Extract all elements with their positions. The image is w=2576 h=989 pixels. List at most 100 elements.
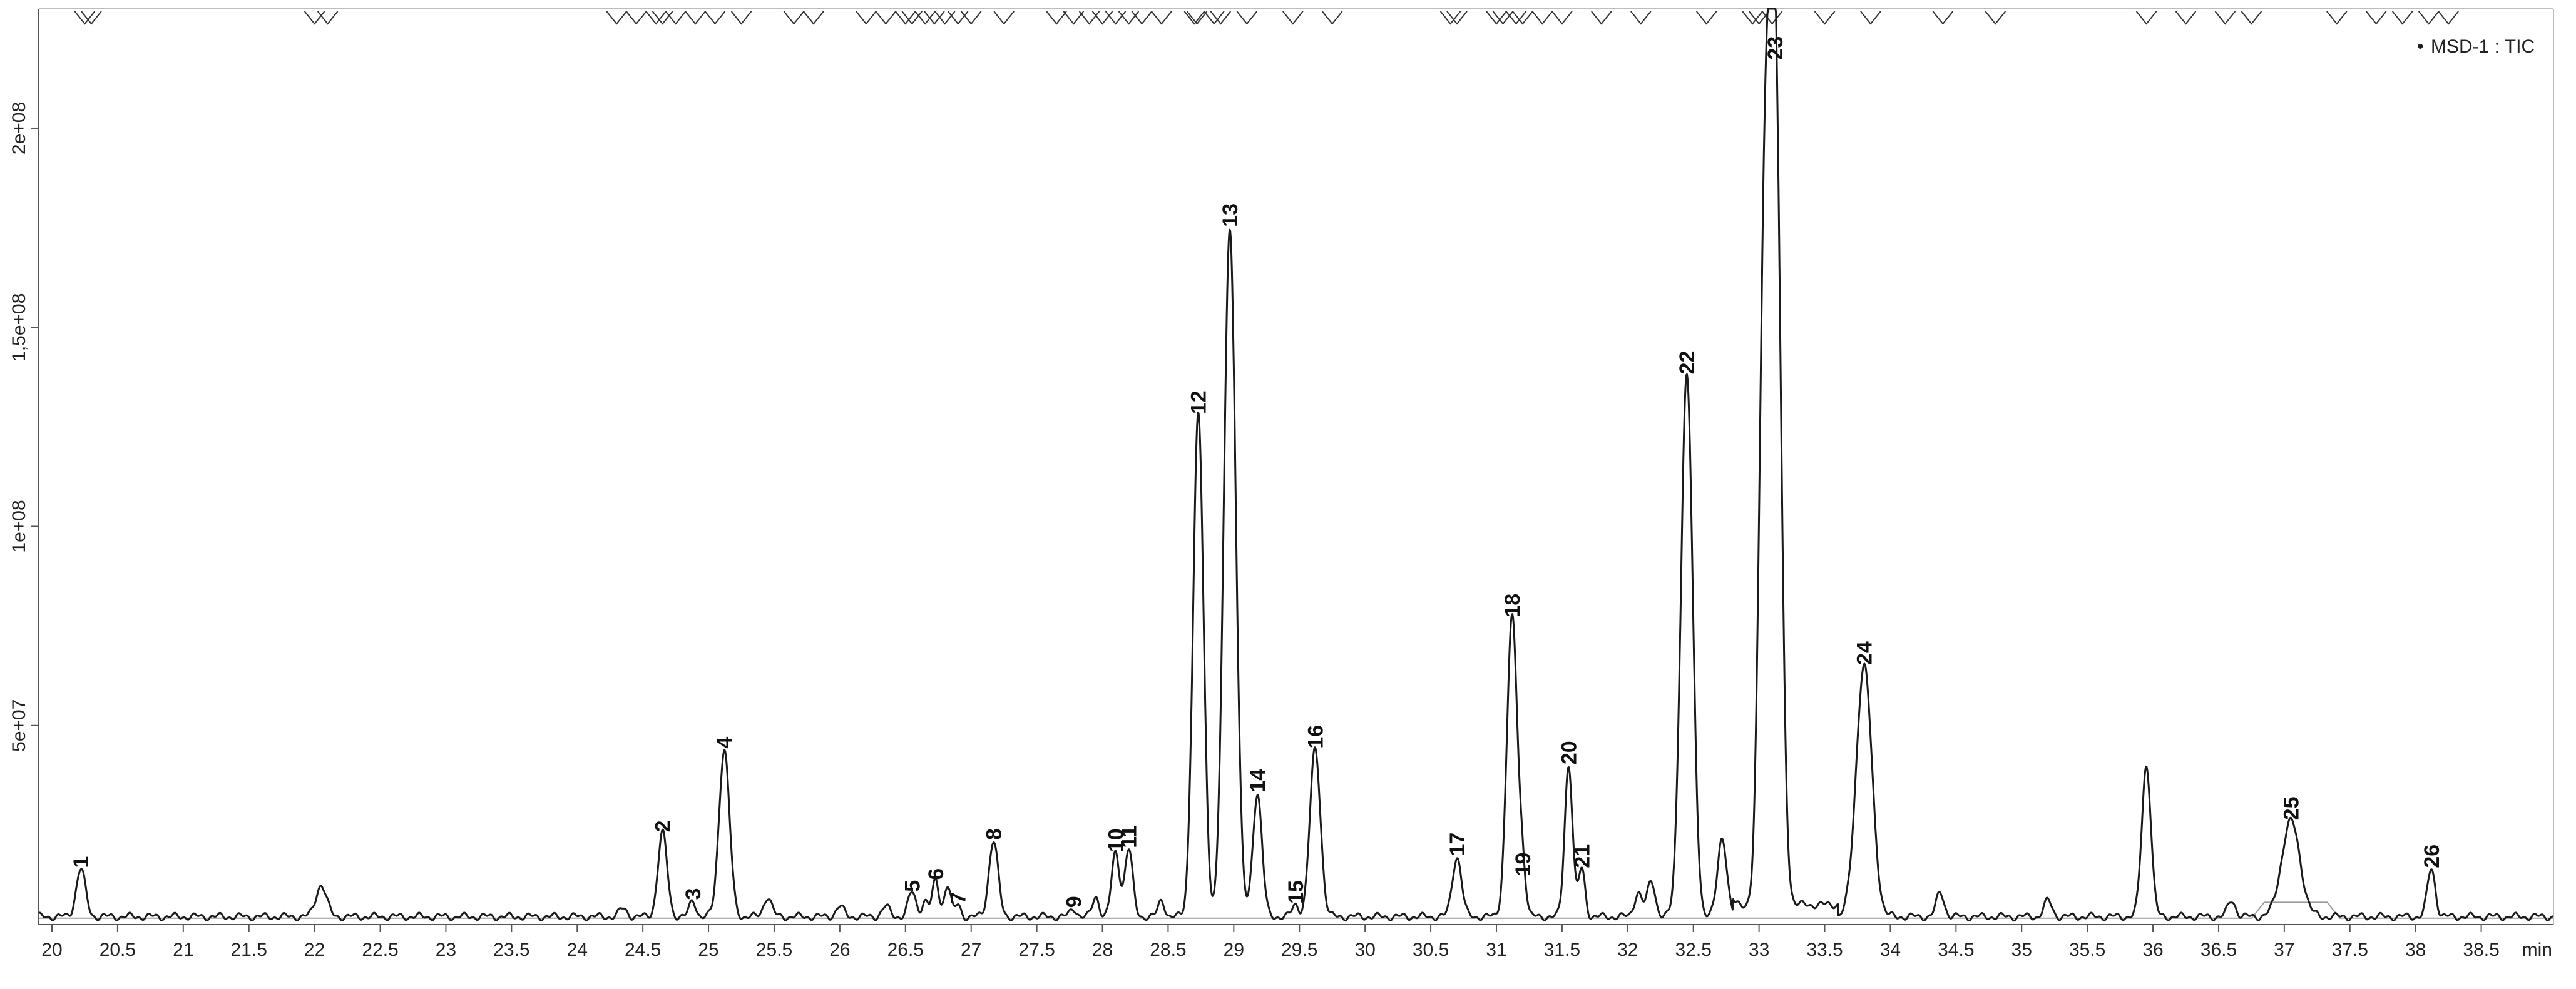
peak-label: 25 [2279, 796, 2303, 820]
event-marker [856, 11, 877, 25]
event-marker [914, 11, 936, 25]
event-marker [1531, 11, 1553, 25]
event-marker [1695, 11, 1717, 25]
event-marker [960, 11, 982, 25]
x-axis: 20 20.5 21 21.5 22 22.5 23 23.5 24 24.5 25 25.5 26 26… [39, 8, 2554, 960]
x-tick-label: 38 [2405, 940, 2426, 960]
event-marker [1985, 11, 2006, 25]
x-tick-label: 28.5 [1150, 940, 1186, 960]
peak-label: 7 [947, 892, 971, 904]
peak-label: 10 [1105, 828, 1128, 852]
x-tick-label: 27 [961, 940, 981, 960]
event-marker [74, 11, 96, 25]
peak-label: 4 [713, 737, 737, 749]
event-marker [704, 11, 726, 25]
peak-label: 9 [1062, 896, 1086, 908]
legend-marker: • [2417, 36, 2424, 57]
event-marker [1151, 11, 1172, 25]
peak-label: 5 [901, 880, 924, 892]
event-marker [1505, 11, 1527, 25]
event-marker [2438, 11, 2459, 25]
y-tick-label: 1e+08 [9, 500, 29, 552]
event-marker [2135, 11, 2157, 25]
x-tick-label: 33 [1749, 940, 1769, 960]
peak-label: 21 [1570, 844, 1594, 868]
event-marker [606, 11, 627, 25]
event-marker [1131, 11, 1153, 25]
event-marker [1761, 11, 1783, 25]
event-marker [685, 11, 706, 25]
peak-label: 14 [1246, 769, 1270, 793]
x-tick-label: 26.5 [887, 940, 924, 960]
x-tick-label: 37.5 [2332, 940, 2368, 960]
x-tick-label: 20 [41, 940, 62, 960]
y-tick-label: 1,5e+08 [9, 293, 29, 362]
x-tick-label: 26 [829, 940, 850, 960]
x-tick-label: 35.5 [2069, 940, 2105, 960]
x-tick-label: 29.5 [1281, 940, 1317, 960]
event-markers [74, 11, 2459, 25]
event-marker [1439, 11, 1461, 25]
event-marker [2418, 11, 2440, 25]
peak-label: 2 [652, 820, 675, 832]
y-tick-label: 2e+08 [9, 102, 29, 155]
x-tick-label: 30.5 [1413, 940, 1449, 960]
x-tick-label: 28 [1092, 940, 1113, 960]
x-unit-label: min [2522, 940, 2552, 960]
x-tick-label: 37 [2274, 940, 2294, 960]
peak-label: 15 [1284, 880, 1308, 904]
peak-label: 18 [1501, 594, 1525, 617]
x-tick-label: 22 [304, 940, 325, 960]
event-marker [1512, 11, 1533, 25]
x-tick-label: 25.5 [756, 940, 792, 960]
event-marker [2391, 11, 2413, 25]
x-tick-label: 22.5 [362, 940, 398, 960]
event-marker [1046, 11, 1067, 25]
y-tick-label: 5e+07 [9, 699, 29, 752]
event-marker [1860, 11, 1881, 25]
x-tick-label: 21.5 [231, 940, 267, 960]
x-tick-label: 29 [1224, 940, 1244, 960]
x-tick-label: 34.5 [1938, 940, 1974, 960]
event-marker [993, 11, 1015, 25]
peak-label: 11 [1117, 826, 1141, 848]
x-tick-label: 25 [698, 940, 718, 960]
x-tick-label: 38.5 [2463, 940, 2499, 960]
peak-label: 20 [1557, 741, 1581, 764]
peak-label: 26 [2420, 844, 2444, 868]
peak-label: 19 [1511, 853, 1535, 876]
x-tick-label: 36 [2142, 940, 2163, 960]
peak-label: 22 [1675, 351, 1699, 375]
peak-label: 16 [1304, 725, 1327, 749]
x-tick-label: 21 [173, 940, 193, 960]
x-tick-label: 35 [2011, 940, 2032, 960]
legend[interactable]: • MSD-1 : TIC [2417, 36, 2535, 57]
event-marker [783, 11, 805, 25]
event-marker [924, 11, 945, 25]
x-tick-label: 23 [436, 940, 456, 960]
peak-label: 6 [924, 868, 948, 880]
event-marker [81, 11, 102, 25]
peak-label: 24 [1853, 641, 1876, 665]
x-tick-label: 20.5 [100, 940, 136, 960]
event-marker [1486, 11, 1507, 25]
event-marker [1814, 11, 1836, 25]
x-tick-label: 31 [1486, 940, 1506, 960]
x-tick-label: 24 [567, 940, 588, 960]
event-marker [645, 11, 667, 25]
event-marker [625, 11, 647, 25]
event-marker [1183, 11, 1205, 25]
y-axis: 5e+07 1e+08 1,5e+08 2e+08 [9, 9, 39, 925]
event-marker [1446, 11, 1468, 25]
x-tick-label: 32.5 [1675, 940, 1712, 960]
x-tick-label: 23.5 [493, 940, 529, 960]
event-marker [665, 11, 687, 25]
event-marker [317, 11, 339, 25]
peak-label: 8 [982, 828, 1006, 840]
event-marker [2326, 11, 2348, 25]
event-marker [1551, 11, 1573, 25]
x-tick-label: 30 [1354, 940, 1375, 960]
event-marker [2175, 11, 2197, 25]
tic-trace [38, 8, 2554, 922]
